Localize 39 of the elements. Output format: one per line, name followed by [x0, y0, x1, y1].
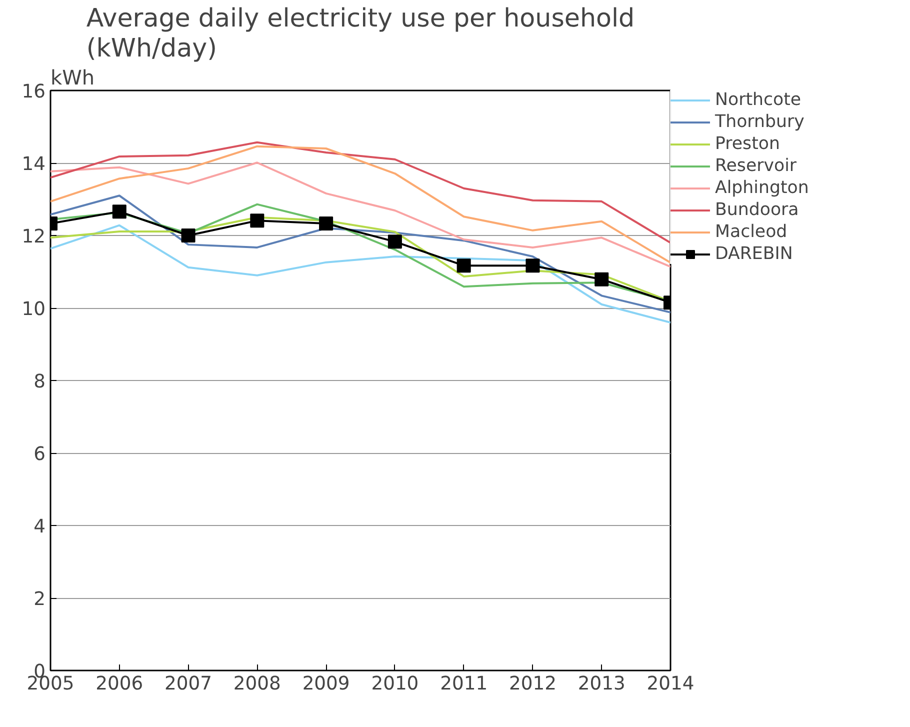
point — [250, 214, 264, 228]
legend-label: Preston — [715, 134, 780, 154]
chart-title: Average daily electricity use per household (kWh/day) — [86, 2, 635, 62]
x-tick-label: 2014 — [646, 674, 694, 694]
y-tick-label: 16 — [22, 82, 46, 102]
y-tick-label: 2 — [34, 589, 46, 610]
y-tick-label: 12 — [22, 226, 46, 248]
point — [112, 204, 126, 219]
x-tick-label: 2010 — [371, 674, 419, 694]
y-tick-label: 6 — [34, 444, 46, 465]
legend-label: DAREBIN — [715, 244, 793, 264]
y-axis-title: kWh — [50, 66, 95, 90]
line-series — [50, 162, 670, 268]
point — [456, 258, 471, 273]
legend-label: Bundoora — [715, 200, 799, 220]
legend-label: Alphington — [715, 178, 809, 198]
legend-label: Reservoir — [715, 156, 797, 176]
y-tick-label: 8 — [34, 372, 46, 392]
point — [181, 228, 196, 242]
x-tick-label: 2009 — [302, 674, 350, 694]
x-tick-label: 2013 — [578, 674, 626, 694]
y-tick-label: 14 — [22, 154, 46, 175]
legend-label: Thornbury — [715, 112, 804, 132]
y-tick-label: 4 — [34, 516, 46, 538]
x-tick-label: 2008 — [233, 674, 281, 694]
line-series — [50, 141, 670, 244]
y-tick-label: 10 — [22, 299, 46, 320]
point — [319, 216, 334, 231]
x-tick-label: 2012 — [508, 674, 556, 694]
legend-label: Macleod — [715, 222, 788, 242]
line-series — [50, 224, 670, 324]
line-series — [50, 145, 670, 264]
point — [526, 258, 540, 273]
point — [594, 272, 609, 286]
x-tick-label: 2007 — [164, 674, 212, 694]
x-tick-label: 2006 — [96, 674, 144, 694]
legend-label: Northcote — [715, 90, 802, 110]
point — [388, 234, 402, 249]
x-tick-label: 2011 — [440, 674, 488, 694]
